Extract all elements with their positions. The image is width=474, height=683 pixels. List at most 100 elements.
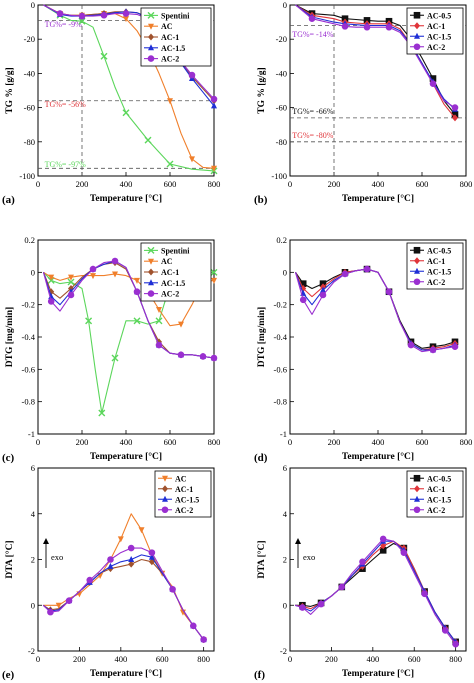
x-axis-label: Temperature [°C]	[342, 451, 414, 462]
data-point	[299, 296, 307, 304]
data-point	[148, 549, 156, 556]
legend-marker	[162, 485, 168, 493]
data-point	[86, 576, 94, 584]
legend-marker	[148, 33, 154, 41]
data-point	[112, 271, 118, 278]
legend-entry: AC-2	[161, 55, 179, 64]
x-tick-label: 200	[328, 179, 341, 189]
y-tick-label: -1	[28, 429, 35, 439]
legend-entry: Spentini	[161, 246, 190, 255]
series-group	[295, 4, 459, 111]
y-tick-label: -100	[19, 171, 35, 181]
panel-label: (f)	[254, 669, 265, 681]
legend-entry: AC-0.5	[427, 474, 451, 483]
series-line	[295, 540, 457, 643]
x-axis-label: Temperature [°C]	[342, 193, 414, 204]
x-tick-label: 600	[164, 437, 177, 447]
legend-entry: AC	[161, 22, 173, 31]
series-line	[42, 547, 205, 640]
legend: AC-0.5 AC-1AC-1.5 AC-2	[406, 7, 464, 55]
x-tick-label: 800	[460, 437, 473, 447]
legend-marker	[147, 11, 155, 19]
series-group	[295, 540, 459, 646]
legend-entry: AC-1	[161, 33, 179, 42]
y-tick-label: -60	[24, 103, 35, 113]
data-point	[210, 268, 218, 276]
x-tick-label: 600	[408, 654, 421, 664]
y-axis-label: DTA [°C]	[256, 540, 267, 578]
data-point	[385, 288, 393, 296]
x-tick-label: 0	[288, 437, 292, 447]
legend-entry: AC-1	[427, 485, 445, 494]
x-tick-label: 800	[208, 179, 221, 189]
legend-entry: AC-1.5	[161, 279, 185, 288]
legend-entry: Spentini	[161, 11, 190, 20]
x-axis-label: Temperature [°C]	[90, 451, 162, 462]
y-tick-label: 0	[31, 0, 35, 10]
series-line	[294, 268, 456, 353]
y-tick-label: -1	[280, 429, 287, 439]
y-tick-label: -0.8	[22, 397, 35, 407]
data-point	[299, 604, 306, 611]
data-point	[210, 95, 218, 103]
legend-marker	[414, 495, 420, 502]
data-point	[65, 597, 73, 604]
data-point	[111, 354, 119, 362]
data-point	[210, 354, 218, 362]
legend-entry: AC-0.5	[427, 11, 451, 20]
data-point	[78, 17, 86, 25]
data-point	[421, 590, 428, 598]
series-line	[43, 271, 215, 327]
legend-marker	[147, 55, 155, 62]
legend-marker	[148, 279, 154, 286]
data-point	[429, 80, 437, 87]
data-point	[128, 560, 135, 568]
series-line	[295, 4, 456, 110]
y-axis-label: DTG [mg/min]	[5, 307, 15, 367]
data-point	[98, 409, 106, 417]
data-point	[111, 257, 119, 265]
legend-entry: AC	[161, 257, 173, 266]
data-point	[363, 265, 371, 273]
y-tick-label: -0.2	[274, 300, 287, 310]
x-tick-label: 0	[36, 179, 40, 189]
legend-marker	[148, 268, 154, 276]
x-tick-label: 200	[328, 437, 341, 447]
legend-entry: AC-2	[175, 506, 193, 515]
legend-marker	[414, 257, 420, 265]
legend-marker	[414, 32, 420, 39]
data-point	[128, 556, 135, 562]
panel-label: (c)	[2, 452, 15, 464]
chart-panel: 0 200 400 600 800 -100 -80 -60 -40 -20 0 Temperatur…	[2, 0, 220, 206]
legend: AC-0.5 AC-1AC-1.5 AC-2	[406, 470, 464, 518]
legend-marker	[414, 22, 420, 30]
data-point	[359, 558, 366, 566]
y-tick-label: -0.8	[274, 397, 287, 407]
x-tick-label: 600	[416, 437, 429, 447]
data-point	[451, 104, 459, 111]
legend-entry: AC-1	[427, 22, 445, 31]
data-point	[451, 343, 459, 351]
data-point	[320, 286, 326, 293]
series-line	[295, 538, 457, 645]
chart-panel: 0 200 400 600 800 -1 -0.8 -0.6 -0.4 -0.2 0 0.2 Tempe…	[254, 235, 472, 464]
y-tick-label: 6	[31, 463, 35, 473]
x-tick-label: 400	[372, 437, 385, 447]
legend-entry: AC-1	[175, 485, 193, 494]
series-group	[295, 542, 459, 646]
data-point	[407, 341, 415, 349]
legend-entry: AC-1.5	[427, 32, 451, 41]
data-point	[188, 71, 196, 79]
data-point	[148, 553, 155, 560]
x-tick-label: 400	[120, 437, 133, 447]
x-axis-label: Temperature [°C]	[90, 668, 162, 679]
annotation-label: TG%= -14%	[292, 30, 334, 39]
y-tick-label: -20	[276, 34, 287, 44]
data-point	[47, 298, 55, 305]
y-tick-label: -2	[28, 646, 35, 656]
data-point	[429, 346, 437, 354]
y-tick-label: 0	[283, 267, 287, 277]
data-point	[85, 317, 93, 325]
data-point	[179, 609, 186, 616]
